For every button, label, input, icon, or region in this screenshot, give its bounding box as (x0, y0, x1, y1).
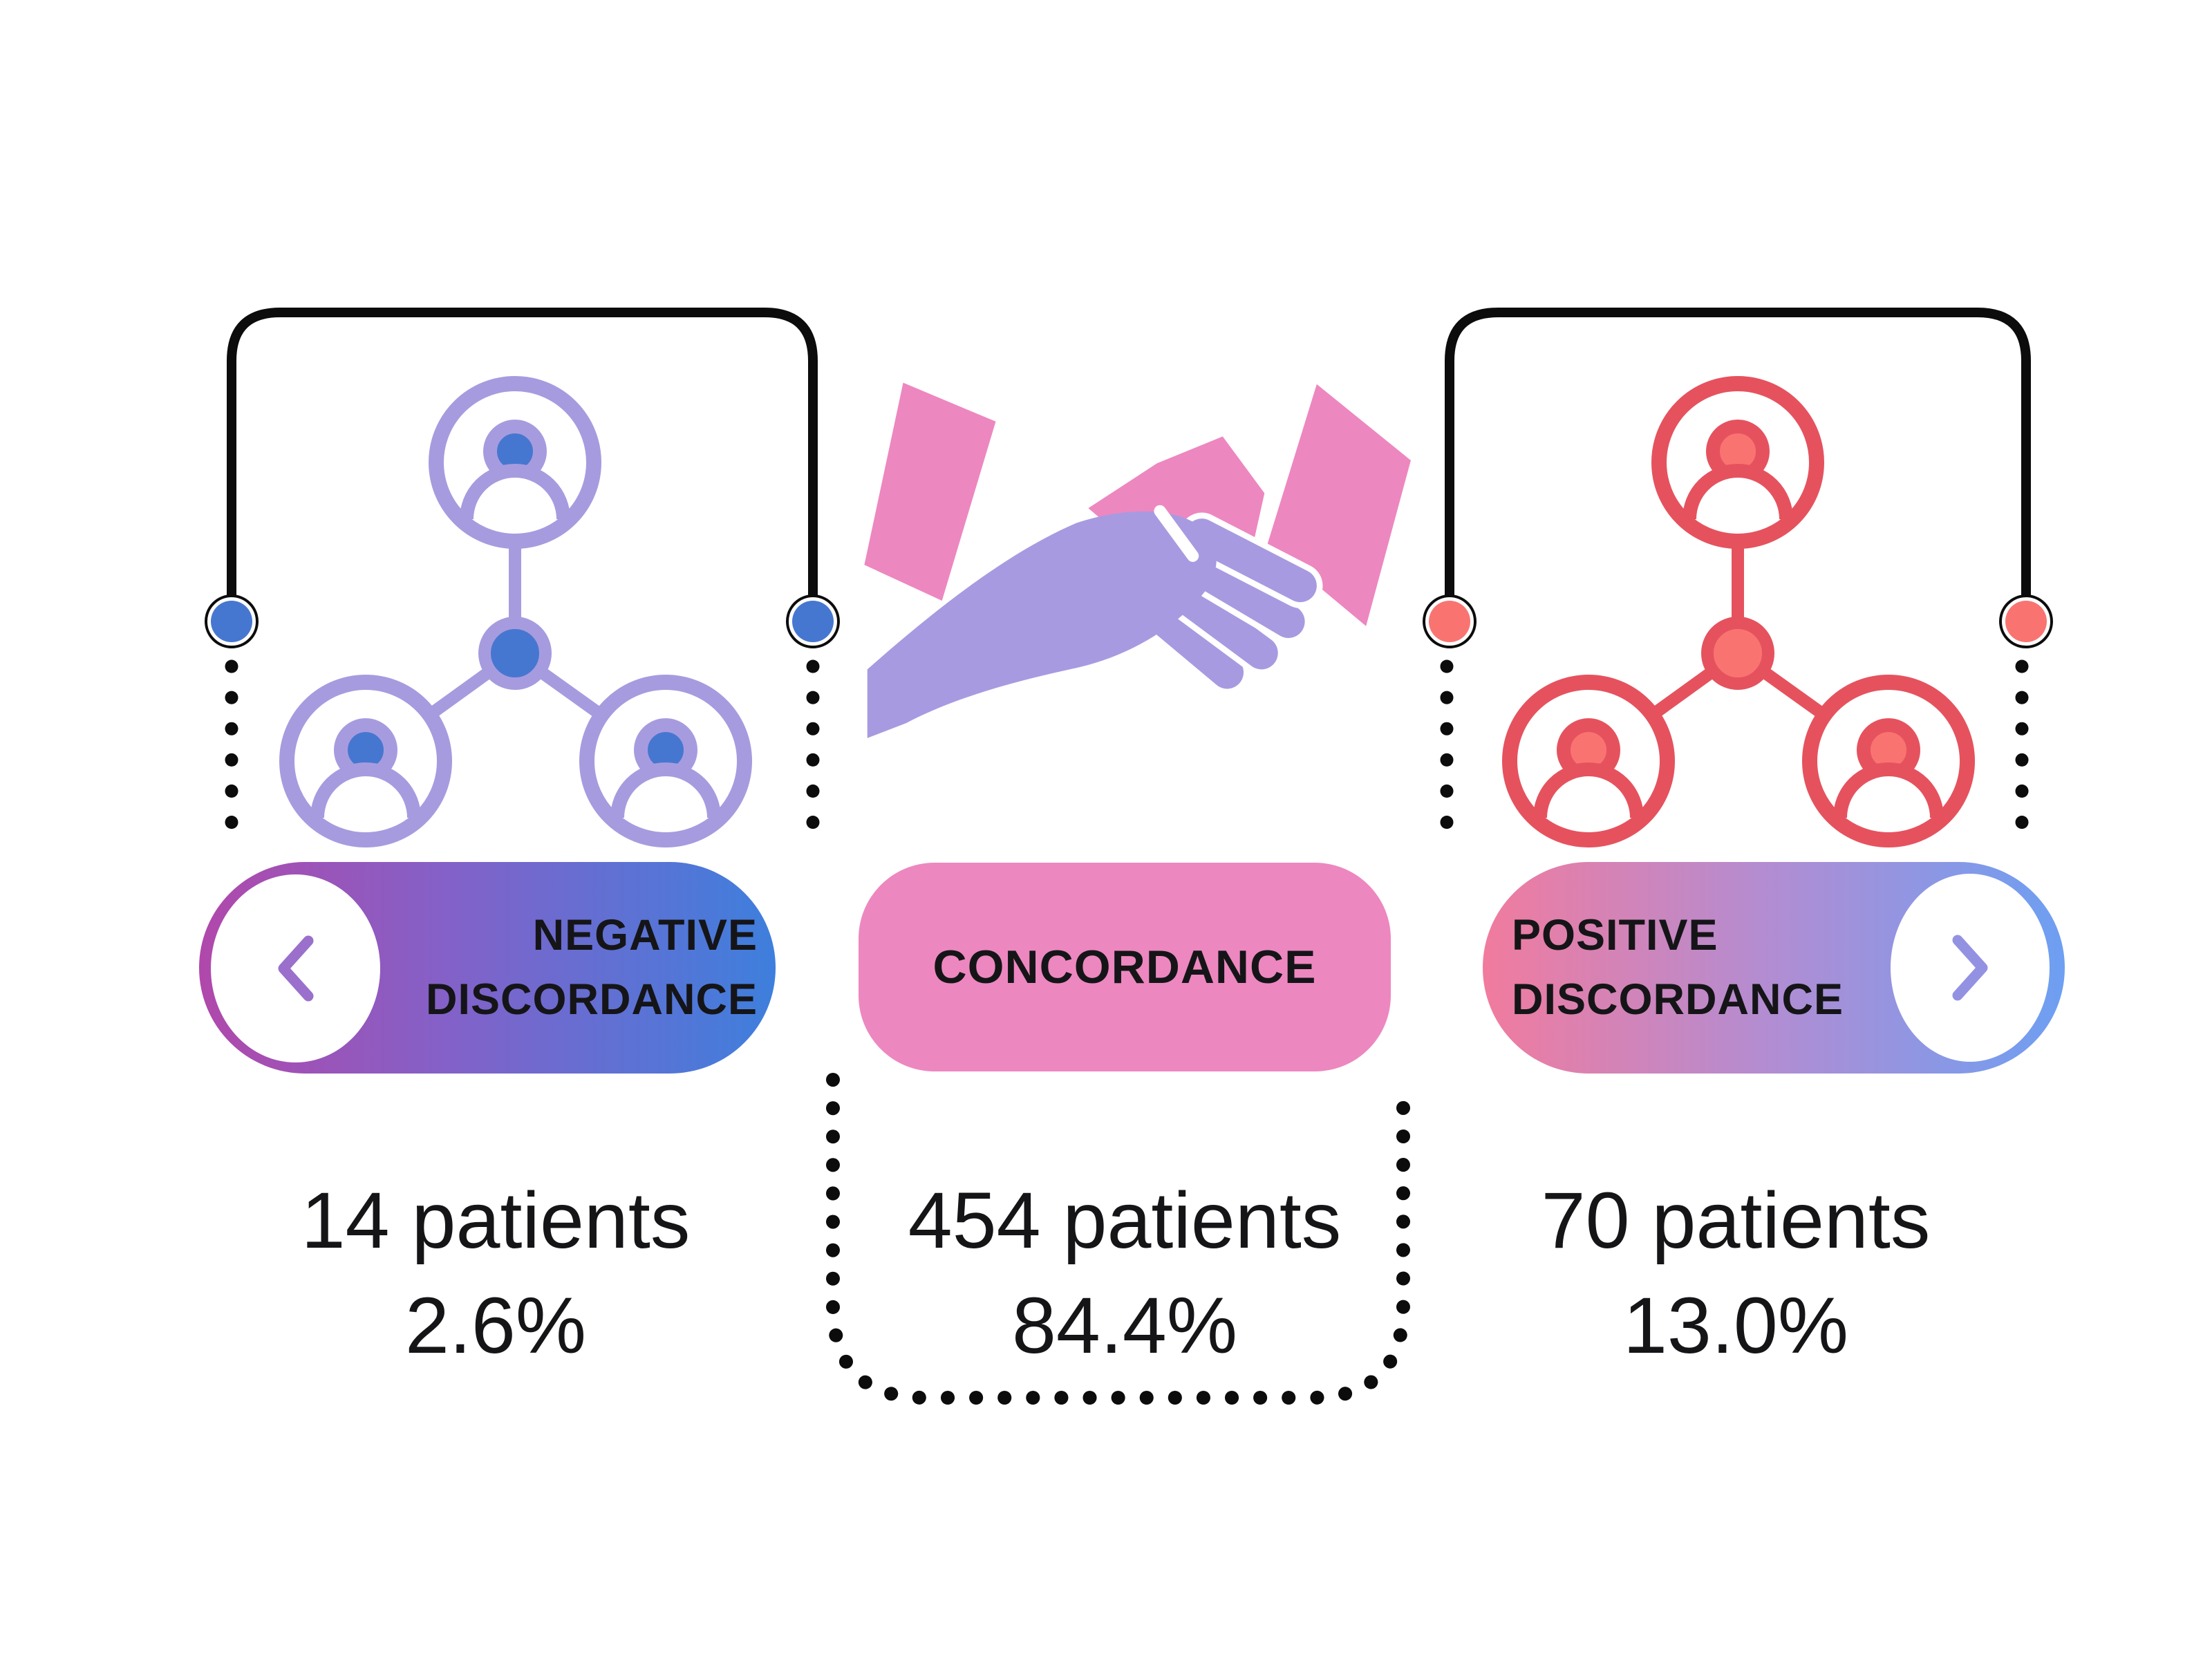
network-hub-node (478, 617, 552, 690)
chevron-left-icon (278, 935, 313, 1002)
left-bracket-line (227, 308, 818, 604)
handshake-icon (864, 382, 1411, 738)
handshake-left-sleeve (864, 382, 996, 601)
negative-discordance-label-line1: NEGATIVE (532, 911, 758, 959)
handshake-thumb-notch (1154, 505, 1199, 562)
positive-discordance-percent: 13.0% (1622, 1282, 1849, 1370)
person-node-left (1502, 675, 1675, 847)
people-network-icon (1502, 376, 1975, 847)
right-bracket-line (1445, 308, 2031, 604)
person-node-top (1651, 376, 1824, 549)
concordance-pill: CONCORDANCE (859, 863, 1391, 1071)
negative-discordance-label-line2: DISCORDANCE (425, 975, 758, 1024)
handshake-left-hand (867, 511, 1217, 738)
person-node-left (279, 675, 452, 847)
left-bracket-end-dot-right (792, 601, 834, 642)
negative-discordance-pill: NEGATIVE DISCORDANCE (199, 862, 776, 1074)
concordance-label: CONCORDANCE (932, 941, 1317, 993)
negative-discordance-label: NEGATIVE DISCORDANCE (426, 903, 758, 1032)
positive-discordance-label-line2: DISCORDANCE (1512, 975, 1844, 1024)
negative-discordance-patients: 14 patients (301, 1177, 691, 1265)
people-network-icon (279, 376, 752, 847)
concordance-patients: 454 patients (908, 1177, 1342, 1265)
negative-discordance-percent: 2.6% (404, 1282, 587, 1370)
positive-discordance-stats: 70 patients 13.0% (1452, 1168, 2019, 1378)
network-hub-node (1701, 617, 1774, 690)
positive-discordance-label: POSITIVE DISCORDANCE (1512, 903, 1844, 1032)
person-node-right (579, 675, 752, 847)
concordance-percent: 84.4% (1011, 1282, 1238, 1370)
next-button[interactable] (1891, 874, 2050, 1062)
negative-discordance-stats: 14 patients 2.6% (212, 1168, 779, 1378)
left-bracket-end-dot-left (211, 601, 252, 642)
positive-discordance-patients: 70 patients (1541, 1177, 1931, 1265)
right-bracket-end-dot-right (2005, 601, 2047, 642)
concordance-dotted-outline (826, 1073, 1410, 1405)
person-node-right (1802, 675, 1975, 847)
positive-discordance-pill: POSITIVE DISCORDANCE (1483, 862, 2065, 1074)
previous-button[interactable] (211, 874, 380, 1062)
positive-discordance-label-line1: POSITIVE (1512, 911, 1718, 959)
right-bracket-end-dot-left (1429, 601, 1470, 642)
concordance-stats: 454 patients 84.4% (841, 1168, 1408, 1378)
chevron-right-icon (1952, 935, 1988, 1001)
person-node-top (429, 376, 601, 549)
